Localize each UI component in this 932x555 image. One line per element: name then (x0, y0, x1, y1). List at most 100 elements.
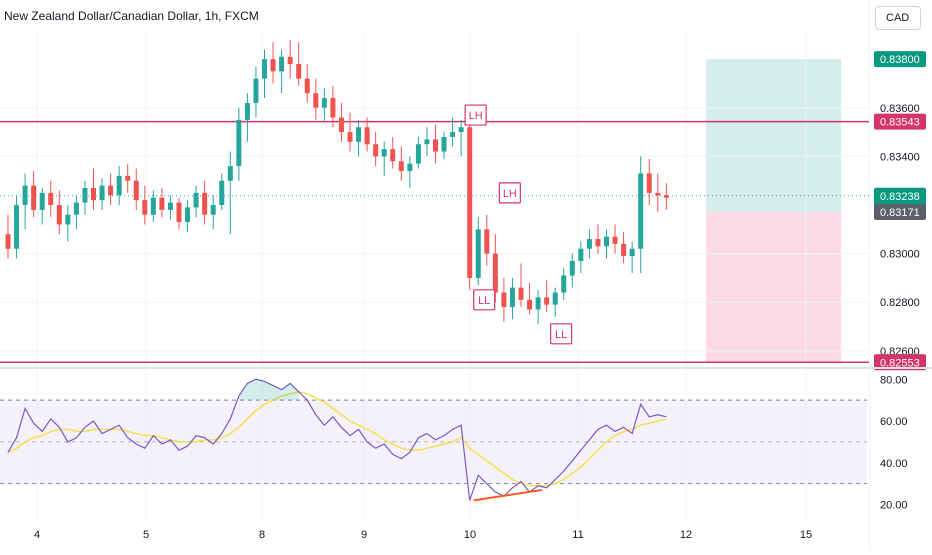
candle-body (492, 253, 498, 293)
candle-body (65, 214, 71, 225)
price-axis-divider (869, 0, 870, 550)
structure-label-box (473, 289, 496, 311)
price-badge-label: 0.83171 (880, 207, 920, 219)
candle-body (167, 202, 173, 210)
candle-body (433, 139, 438, 152)
candle-body (210, 205, 216, 215)
candle-body (544, 297, 550, 305)
candle-body (287, 56, 293, 65)
candle-body (262, 59, 267, 79)
stop-zone (706, 212, 841, 363)
candle-body (82, 187, 88, 203)
price-badge (874, 51, 926, 68)
x-tick-label: 12 (680, 529, 692, 541)
candle-body (193, 192, 199, 208)
candle-body (475, 229, 481, 278)
candle-body (330, 98, 336, 118)
price-badge-label: 0.82553 (880, 357, 920, 369)
candle-body (176, 202, 182, 223)
candle-body (381, 149, 387, 157)
candle-body (133, 180, 139, 201)
candle-body (621, 243, 627, 257)
rsi-tick-label: 60.00 (880, 416, 908, 428)
candle-body (48, 192, 54, 206)
candle-body (296, 64, 302, 79)
x-tick-label: 15 (800, 529, 812, 541)
candle-body (159, 197, 165, 210)
candle-body (398, 161, 404, 171)
candle-body (73, 202, 79, 215)
candle-body (373, 144, 379, 157)
candle-body (99, 185, 105, 201)
candle-body (552, 292, 558, 305)
currency-button[interactable]: CAD (875, 6, 921, 30)
candle-body (663, 195, 669, 198)
candle-body (646, 173, 652, 193)
candle-body (501, 292, 507, 308)
price-badge-label: 0.83543 (880, 117, 920, 129)
candle-body (638, 173, 644, 249)
candle-body (612, 236, 618, 244)
candle-body (219, 180, 225, 206)
structure-label-box (550, 323, 573, 345)
candle-body (527, 299, 533, 310)
candle-body (236, 119, 242, 167)
candle-body (125, 175, 131, 181)
candle-body (356, 127, 362, 142)
pane-separator[interactable] (0, 367, 932, 369)
candle-body (561, 275, 567, 293)
structure-label: LH (469, 110, 483, 122)
candle-body (415, 144, 421, 164)
x-tick-label: 8 (259, 529, 265, 541)
rsi-line (7, 378, 667, 501)
price-tick-label: 0.83000 (880, 249, 920, 261)
candle-body (150, 197, 156, 215)
candle-body (253, 78, 259, 103)
rsi-tick-label: 80.00 (880, 374, 908, 386)
candle-body (279, 56, 285, 72)
candle-body (91, 187, 96, 201)
candle-body (270, 59, 276, 72)
candle-body (364, 127, 370, 145)
price-tick-label: 0.82800 (880, 297, 920, 309)
candle-body (202, 192, 208, 215)
candle-body (484, 229, 490, 254)
structure-label: LH (503, 188, 517, 200)
rsi-tick-label: 40.00 (880, 458, 908, 470)
rsi-tick-label: 20.00 (880, 500, 908, 512)
candle-body (185, 207, 191, 223)
structure-label-box (464, 104, 487, 126)
candle-body (116, 175, 122, 196)
candle-body (595, 239, 601, 247)
rsi-overbought-fill (238, 379, 299, 401)
candle-body (31, 185, 37, 210)
candle-body (604, 236, 609, 247)
candle-body (535, 297, 541, 310)
candle-body (467, 127, 473, 278)
candle-body (313, 93, 319, 108)
candle-body (347, 132, 353, 142)
rsi-ma-line (7, 391, 667, 487)
price-tick-label: 0.83400 (880, 151, 920, 163)
x-tick-label: 5 (143, 529, 149, 541)
candle-body (227, 166, 233, 181)
candle-body (108, 185, 114, 196)
x-tick-label: 4 (34, 529, 40, 541)
price-tick-label: 0.83600 (880, 103, 920, 115)
candle-body (304, 78, 310, 94)
structure-label-box (498, 182, 521, 204)
candle-body (407, 163, 413, 171)
candle-body (458, 127, 464, 133)
candle-body (321, 98, 327, 108)
price-badge (874, 113, 926, 130)
chart-title: New Zealand Dollar/Canadian Dollar, 1h, … (4, 9, 259, 23)
candle-body (569, 260, 575, 276)
candle-body (5, 234, 11, 249)
candle-body (424, 139, 430, 145)
target-zone (706, 59, 841, 213)
candle-body (39, 192, 45, 210)
candle-body (22, 185, 28, 206)
divergence-line (473, 488, 543, 502)
